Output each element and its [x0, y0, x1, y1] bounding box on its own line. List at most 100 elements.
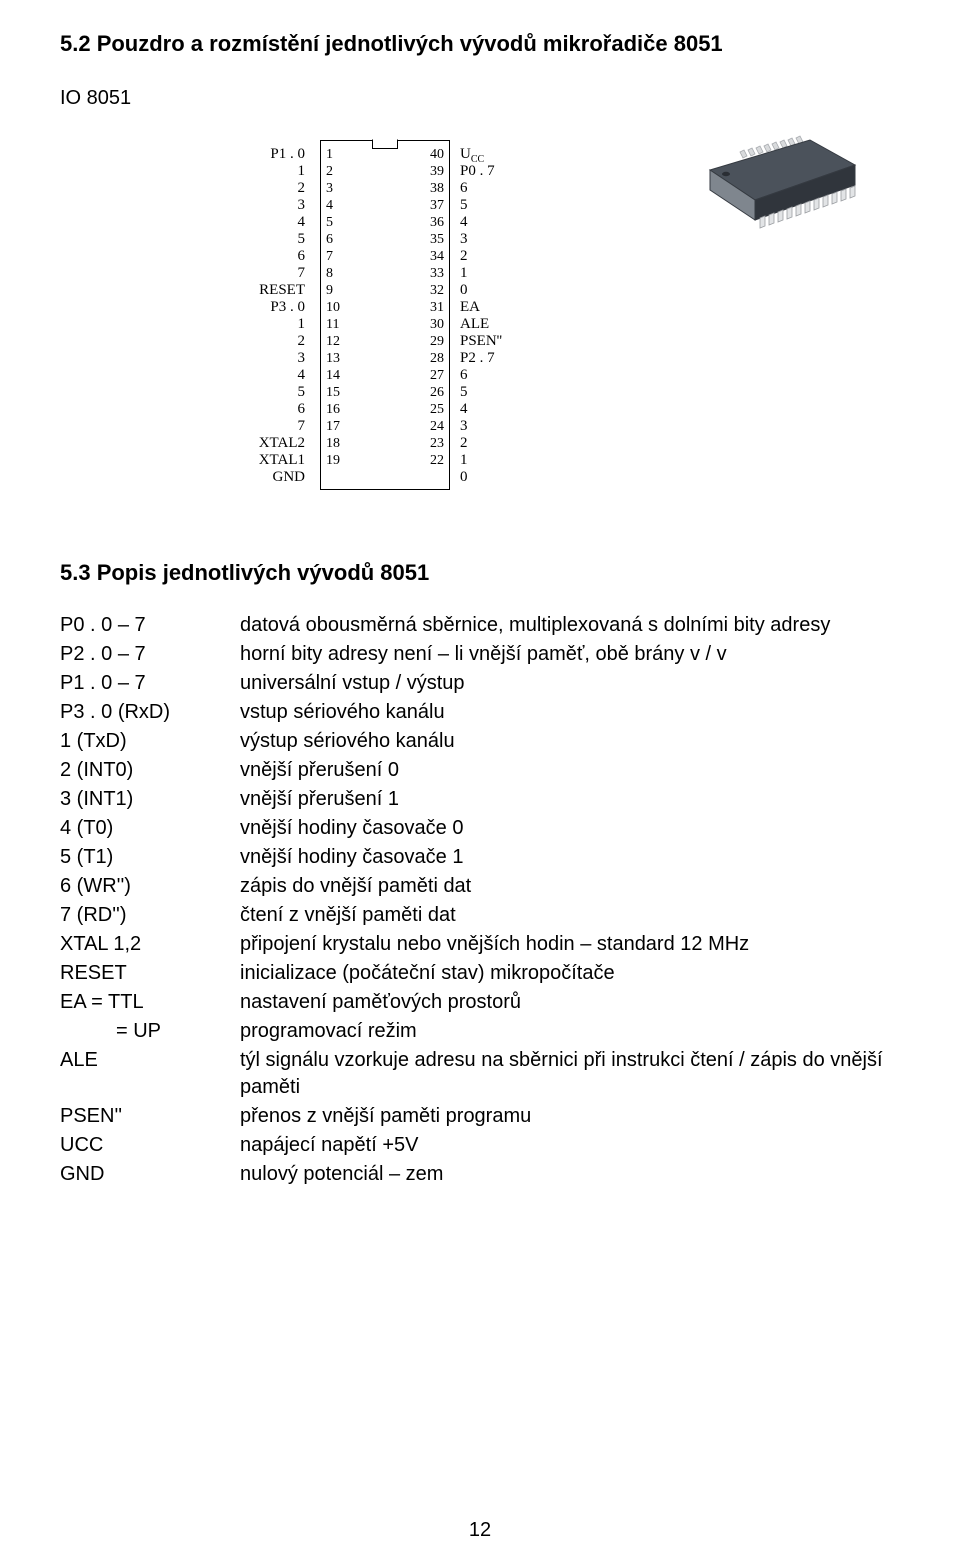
- pin-label: 5: [326, 214, 346, 231]
- def-term: 2 (INT0): [60, 757, 210, 784]
- def-term: 3 (INT1): [60, 786, 210, 813]
- pin-label: 26: [424, 384, 444, 401]
- pin-label: 5: [460, 197, 560, 214]
- def-term: 6 (WR''): [60, 873, 210, 900]
- def-desc: připojení krystalu nebo vnějších hodin –…: [240, 931, 900, 958]
- def-term: UCC: [60, 1132, 210, 1159]
- pin-label: 7: [205, 418, 305, 435]
- pin-label: 15: [326, 384, 346, 401]
- def-desc: datová obousměrná sběrnice, multiplexova…: [240, 612, 900, 639]
- pin-label: 28: [424, 350, 444, 367]
- pin-label: 40: [424, 146, 444, 163]
- pin-label: 35: [424, 231, 444, 248]
- def-term: 4 (T0): [60, 815, 210, 842]
- pin-label: 24: [424, 418, 444, 435]
- pin-label: 16: [326, 401, 346, 418]
- pin-label: 6: [460, 367, 560, 384]
- pin-label: 9: [326, 282, 346, 299]
- pin-label: 1: [460, 265, 560, 282]
- pin-label: P2 . 7: [460, 350, 560, 367]
- def-term: XTAL 1,2: [60, 931, 210, 958]
- pin-label: 19: [326, 452, 346, 469]
- pin-label: PSEN'': [460, 333, 560, 350]
- pin-label: P1 . 0: [205, 146, 305, 163]
- pin-label: 3: [205, 197, 305, 214]
- pin-label: 6: [460, 180, 560, 197]
- pin-label: 4: [460, 214, 560, 231]
- pin-label: 17: [326, 418, 346, 435]
- pin-label: 13: [326, 350, 346, 367]
- heading-subsection: 5.3 Popis jednotlivých vývodů 8051: [60, 560, 900, 586]
- pin-label: 39: [424, 163, 444, 180]
- def-desc: vnější přerušení 0: [240, 757, 900, 784]
- pin-label: 10: [326, 299, 346, 316]
- pin-col-left-signals: P1 . 01234567RESETP3 . 01234567XTAL2XTAL…: [205, 146, 305, 486]
- pin-label: 36: [424, 214, 444, 231]
- pin-label: 5: [460, 384, 560, 401]
- pin-label: 2: [460, 248, 560, 265]
- pin-label: 1: [460, 452, 560, 469]
- pin-label: 8: [326, 265, 346, 282]
- page-number: 12: [469, 1519, 491, 1542]
- pin-label: 3: [205, 350, 305, 367]
- pin-label: 32: [424, 282, 444, 299]
- pin-label: 1: [205, 316, 305, 333]
- pin-label: 0: [460, 469, 560, 486]
- io-label: IO 8051: [60, 87, 900, 110]
- pin-label: 7: [326, 248, 346, 265]
- pin-label: ALE: [460, 316, 560, 333]
- pin-label: 3: [460, 231, 560, 248]
- def-desc: inicializace (počáteční stav) mikropočít…: [240, 960, 900, 987]
- def-term: PSEN'': [60, 1103, 210, 1130]
- pin-label: XTAL1: [205, 452, 305, 469]
- chip-pinout-figure: P1 . 01234567RESETP3 . 01234567XTAL2XTAL…: [60, 140, 900, 520]
- pin-label: 3: [326, 180, 346, 197]
- pin-label: UCC: [460, 146, 560, 163]
- pin-label: 38: [424, 180, 444, 197]
- def-term: = UP: [60, 1018, 210, 1045]
- pin-label: GND: [205, 469, 305, 486]
- pin-label: 18: [326, 435, 346, 452]
- pin-col-right-numbers: 40393837363534333231302928272625242322: [424, 146, 444, 469]
- pin-label: 27: [424, 367, 444, 384]
- pin-label: P0 . 7: [460, 163, 560, 180]
- def-desc: napájecí napětí +5V: [240, 1132, 900, 1159]
- pin-label: 3: [460, 418, 560, 435]
- def-term: EA = TTL: [60, 989, 210, 1016]
- def-desc: horní bity adresy není – li vnější paměť…: [240, 641, 900, 668]
- def-term: 7 (RD''): [60, 902, 210, 929]
- pin-label: 6: [205, 401, 305, 418]
- def-desc: vnější přerušení 1: [240, 786, 900, 813]
- pin-label: 33: [424, 265, 444, 282]
- pin-label: 2: [205, 333, 305, 350]
- pin-label: 22: [424, 452, 444, 469]
- def-term: 5 (T1): [60, 844, 210, 871]
- def-desc: vnější hodiny časovače 0: [240, 815, 900, 842]
- pin-label: XTAL2: [205, 435, 305, 452]
- def-term: P3 . 0 (RxD): [60, 699, 210, 726]
- pin-label: 34: [424, 248, 444, 265]
- def-term: GND: [60, 1161, 210, 1188]
- def-desc: výstup sériového kanálu: [240, 728, 900, 755]
- pin-label: 2: [326, 163, 346, 180]
- pin-col-right-signals: UCCP0 . 76543210EAALEPSEN''P2 . 76543210: [460, 146, 560, 486]
- pin-label: 2: [205, 180, 305, 197]
- def-desc: universální vstup / výstup: [240, 670, 900, 697]
- pin-label: 31: [424, 299, 444, 316]
- pin-label: 1: [326, 146, 346, 163]
- pin-label: 23: [424, 435, 444, 452]
- pin-label: EA: [460, 299, 560, 316]
- def-term: RESET: [60, 960, 210, 987]
- pin-label: 25: [424, 401, 444, 418]
- def-term: P1 . 0 – 7: [60, 670, 210, 697]
- pin-label: 4: [326, 197, 346, 214]
- pin-label: 2: [460, 435, 560, 452]
- pin-label: 11: [326, 316, 346, 333]
- pin-label: 29: [424, 333, 444, 350]
- def-desc: přenos z vnější paměti programu: [240, 1103, 900, 1130]
- def-desc: nastavení paměťových prostorů: [240, 989, 900, 1016]
- def-desc: vnější hodiny časovače 1: [240, 844, 900, 871]
- pin-label: 4: [205, 367, 305, 384]
- def-desc: vstup sériového kanálu: [240, 699, 900, 726]
- heading-section: 5.2 Pouzdro a rozmístění jednotlivých vý…: [60, 30, 900, 59]
